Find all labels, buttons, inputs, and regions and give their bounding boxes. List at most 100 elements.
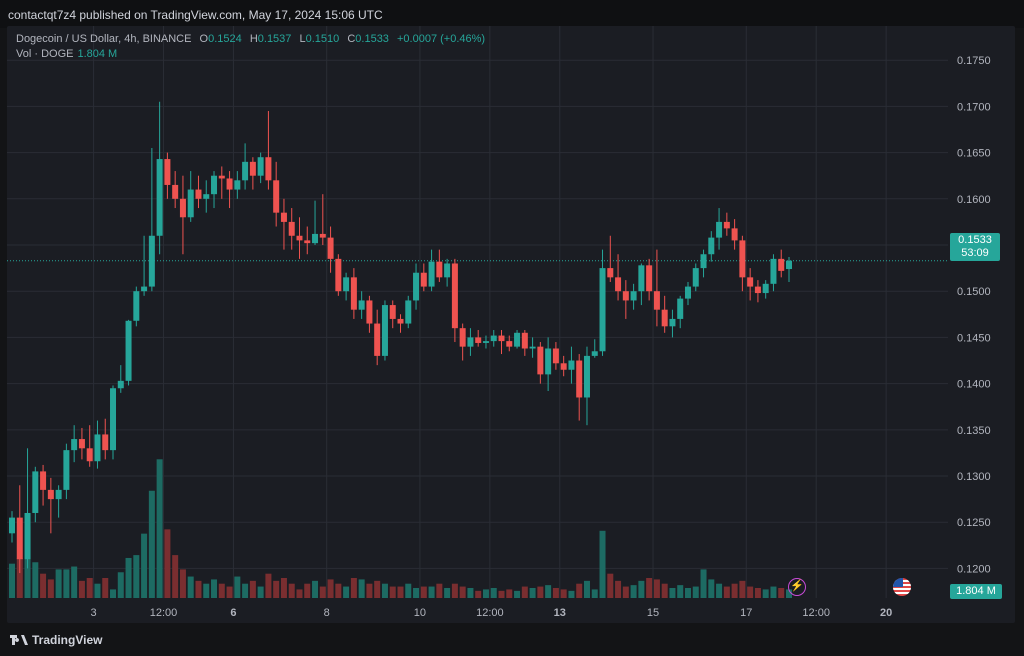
candle-up [583,355,590,398]
candle-up [786,260,792,270]
volume-bar-up [187,576,194,598]
candle-up [490,335,497,342]
candle-down [218,175,225,179]
publish-info: contactqt7z4 published on TradingView.co… [8,8,383,22]
candle-up [677,298,684,319]
candle-up [467,337,474,347]
volume-bar-down [265,573,272,598]
candle-down [661,309,668,327]
candle-down [739,240,746,278]
candle-up [700,254,707,269]
candle-up [242,161,249,181]
close-label: C [347,33,356,45]
open-value: 0.1524 [208,33,242,45]
candle-down [280,212,287,222]
x-tick-label: 15 [647,607,659,619]
y-tick-label: 0.1250 [957,517,991,529]
symbol-name[interactable]: Dogecoin / US Dollar, 4h, BINANCE [16,33,192,45]
candle-up [203,194,210,199]
candle-down [653,291,660,310]
volume-bar-down [40,573,47,598]
volume-bar-up [133,555,140,598]
candle-up [545,348,552,375]
volume-bar-down [280,577,287,598]
close-value: 0.1533 [355,33,389,45]
candle-up [257,157,264,176]
volume-bar-up [234,576,241,598]
volume-bar-up [467,587,474,598]
volume-bar-up [117,572,124,598]
candle-down [102,434,109,451]
volume-bar-down [459,586,466,598]
volume-bar-down [498,590,505,598]
volume-legend: Vol · DOGE 1.804 M [16,48,117,60]
volume-bar-down [389,586,396,598]
volume-bar-down [288,583,295,598]
volume-bar-up [568,590,575,598]
volume-bar-down [249,580,256,598]
volume-bar-down [366,583,373,598]
candle-down [475,337,482,343]
tradingview-logo[interactable]: TradingView [10,633,102,647]
volume-bar-up [9,563,15,598]
volume-bar-down [304,583,311,598]
candle-down [451,263,458,329]
volume-bar-up [591,589,598,598]
candle-up [413,272,420,301]
volume-bar-up [444,587,451,598]
volume-label[interactable]: Vol · DOGE [16,48,74,60]
candle-up [148,235,155,287]
candle-down [296,235,303,241]
candle-up [156,159,163,236]
volume-bar-down [475,590,482,598]
volume-bar-up [55,569,62,598]
candle-down [195,189,202,199]
volume-bar-down [622,586,629,598]
volume-bar-up [148,490,155,598]
candle-up [428,261,435,287]
x-tick-label: 3 [91,607,97,619]
volume-bar-down [451,583,458,598]
volume-bar-up [692,586,699,598]
bar-countdown: 53:09 [961,247,989,259]
x-tick-label: 12:00 [476,607,504,619]
volume-bar-down [560,589,567,598]
candle-up [482,341,489,343]
candle-up [125,320,132,381]
x-tick-label: 6 [230,607,236,619]
volume-bar-down [754,587,761,598]
candle-up [708,237,715,255]
candle-down [506,341,513,347]
candle-down [537,346,544,375]
candle-down [374,323,381,356]
x-tick-label: 10 [414,607,426,619]
volume-bar-up [482,589,489,598]
volume-bar-down [576,583,583,598]
volume-bar-down [653,579,660,598]
volume-bar-up [684,587,691,598]
candle-down [350,277,357,310]
candle-up [9,517,15,534]
lightning-icon[interactable]: ⚡ [788,578,806,596]
us-flag-icon[interactable] [893,578,911,596]
volume-bar-down [747,586,754,598]
volume-bar-down [521,586,528,598]
candle-up [71,439,78,451]
volume-bar-up [211,579,218,598]
volume-bar-up [32,562,39,598]
x-tick-label: 20 [880,607,892,619]
volume-bar-down [552,587,559,598]
candle-up [133,291,140,321]
volume-bar-up [669,587,676,598]
candle-down [366,300,373,324]
chart-panel[interactable] [7,26,1015,623]
brand-name: TradingView [32,633,103,647]
volume-bar-down [164,529,171,598]
candle-up [638,265,645,292]
candle-up [312,233,319,244]
last-price-tag: 0.1533 53:09 [950,233,1000,261]
candle-down [86,448,93,462]
volume-bar-down [420,586,427,598]
